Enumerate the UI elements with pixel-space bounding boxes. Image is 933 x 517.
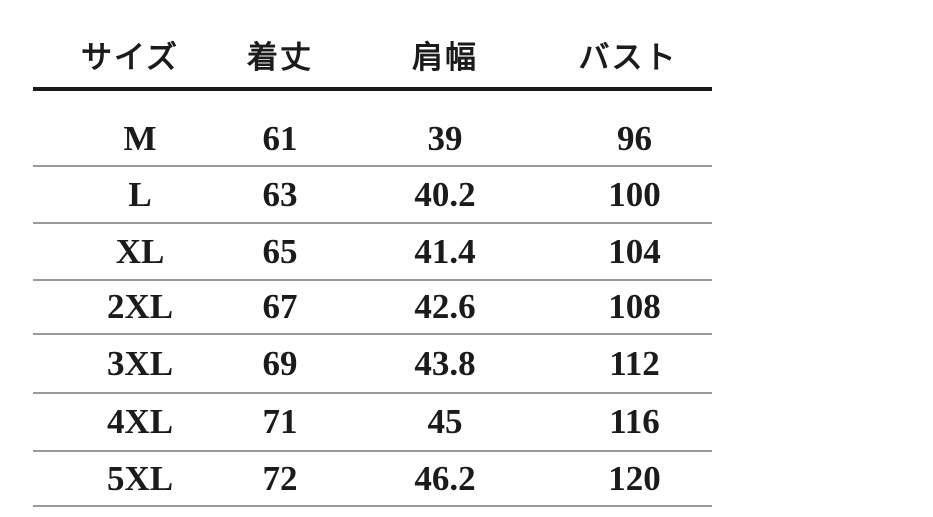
column-header-size: サイズ [80,40,180,75]
bust-cell: 108 [608,287,661,326]
size-cell: 4XL [106,402,174,441]
table-row-4xl: 4XL 71 45 116 [33,394,712,452]
shoulder-cell: 39 [427,119,463,158]
shoulder-cell: 41.4 [414,231,476,271]
size-cell: 3XL [106,343,174,383]
shoulder-cell: 46.2 [414,458,476,498]
bust-cell: 104 [608,231,661,271]
column-header-bust: バスト [578,40,678,75]
length-cell: 61 [262,119,298,158]
bust-cell: 96 [617,119,652,158]
shoulder-cell: 43.8 [414,343,476,383]
length-cell: 65 [262,231,298,271]
table-row-l: L 63 40.2 100 [33,167,712,224]
bust-cell: 100 [608,174,661,214]
size-cell: M [123,119,157,158]
size-chart-table: サイズ 着丈 肩幅 バスト M 61 39 96 L 63 40.2 100 X… [33,0,712,507]
table-header-row: サイズ 着丈 肩幅 バスト [33,0,712,91]
size-cell: L [128,174,152,214]
length-cell: 63 [262,174,298,214]
column-header-shoulder: 肩幅 [412,40,478,75]
shoulder-cell: 45 [427,402,463,441]
length-cell: 72 [262,458,298,498]
table-row-m: M 61 39 96 [33,91,712,167]
length-cell: 69 [262,343,298,383]
bust-cell: 112 [609,343,660,383]
column-header-length: 着丈 [247,40,313,75]
shoulder-cell: 42.6 [414,287,476,326]
table-row-2xl: 2XL 67 42.6 108 [33,281,712,335]
table-row-3xl: 3XL 69 43.8 112 [33,335,712,394]
length-cell: 67 [262,287,298,326]
size-cell: XL [115,231,165,271]
bust-cell: 116 [609,402,660,441]
bust-cell: 120 [608,458,661,498]
size-cell: 2XL [106,287,174,326]
size-cell: 5XL [106,458,174,498]
table-row-xl: XL 65 41.4 104 [33,224,712,281]
shoulder-cell: 40.2 [414,174,476,214]
length-cell: 71 [262,402,298,441]
table-row-5xl: 5XL 72 46.2 120 [33,452,712,507]
